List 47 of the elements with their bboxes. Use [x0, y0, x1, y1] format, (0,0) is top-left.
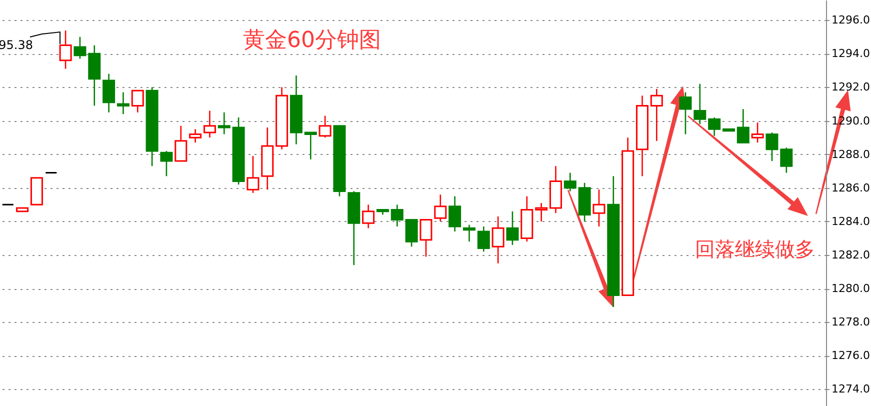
candlestick: [405, 219, 418, 248]
text: 黄金60分钟图: [243, 28, 381, 53]
candlestick: [736, 108, 750, 144]
candlestick: [448, 196, 462, 232]
y-tick-label: 1288.0: [832, 148, 870, 161]
candlestick: [492, 216, 504, 264]
candlestick: [174, 125, 188, 162]
candlestick: [74, 36, 86, 60]
candlestick: [650, 88, 663, 142]
y-tick-label: 1292.0: [832, 80, 870, 94]
candlestick: [564, 172, 576, 192]
candlestick: [362, 204, 375, 229]
candlestick: [102, 73, 116, 114]
y-tick-label: 1280.0: [832, 282, 870, 296]
candlestick: [708, 116, 721, 137]
y-tick-label: 1274.0: [832, 382, 870, 396]
candlestick: [679, 92, 692, 135]
candlestick: [390, 204, 404, 228]
candlestick: [318, 115, 332, 138]
annotation: 回落继续做多: [695, 237, 815, 261]
candlestick: [131, 90, 144, 114]
candlestick: [203, 110, 216, 138]
candlestick: [434, 194, 447, 222]
candlestick: [116, 92, 130, 115]
candlestick: [694, 83, 706, 125]
candlestick: [535, 202, 548, 222]
candlestick: [462, 224, 476, 242]
candlestick: [59, 30, 72, 70]
candlestick: [218, 112, 230, 135]
candlestick: [780, 146, 793, 174]
y-tick-label: 1282.0: [832, 248, 870, 262]
y-tick-label: 1276.0: [832, 349, 870, 362]
y-tick-label: 1284.0: [832, 214, 870, 228]
y-tick-label: 1286.0: [832, 181, 870, 194]
candlestick: [477, 226, 490, 252]
candlestick: [420, 219, 432, 258]
candlestick: [189, 128, 202, 144]
candlestick: [160, 150, 173, 177]
y-tick-label: 1296.0: [832, 14, 870, 27]
y-tick-label: 1294.0: [832, 47, 870, 60]
candlestick: [506, 210, 519, 246]
candlestick: [766, 132, 778, 162]
candlestick: [751, 122, 764, 144]
candlestick: [592, 188, 606, 228]
candlestick: [304, 132, 317, 160]
y-tick-label: 1278.0: [832, 316, 870, 329]
candlestick: [246, 155, 260, 194]
